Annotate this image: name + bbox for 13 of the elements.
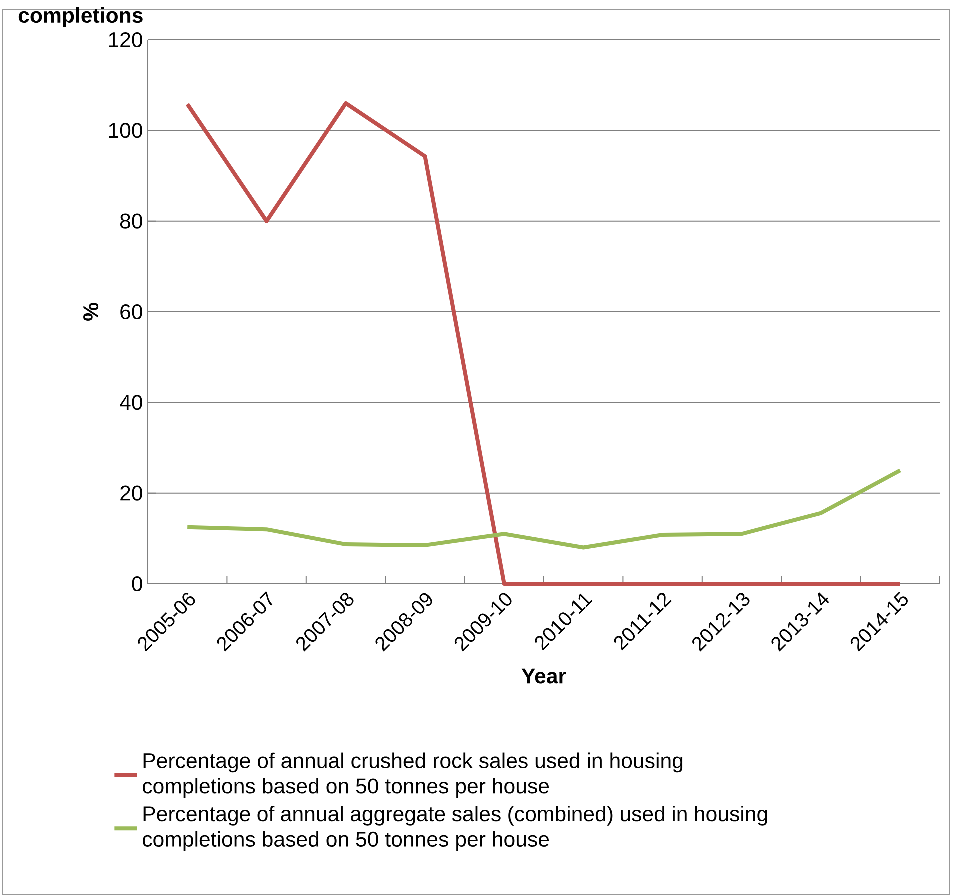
y-tick-label: 80 [120,214,142,229]
x-axis-title: Year [522,668,566,684]
y-tick-label: 40 [120,395,142,410]
y-tick-label: 100 [109,123,142,138]
legend-label: Percentage of annual aggregate sales (combined) used in housing completions based on 50 tonnes per house [143,806,768,852]
chart-title: completions [18,7,143,28]
y-tick-label: 0 [132,576,142,592]
y-tick-label: 20 [120,486,142,501]
y-axis-title: % [84,303,99,321]
legend-label: Percentage of annual crushed rock sales used in housing completions based on 50 tonnes per house [143,752,683,798]
line-series [186,468,902,550]
y-tick-label: 120 [109,32,142,48]
y-tick-label: 60 [120,304,142,320]
